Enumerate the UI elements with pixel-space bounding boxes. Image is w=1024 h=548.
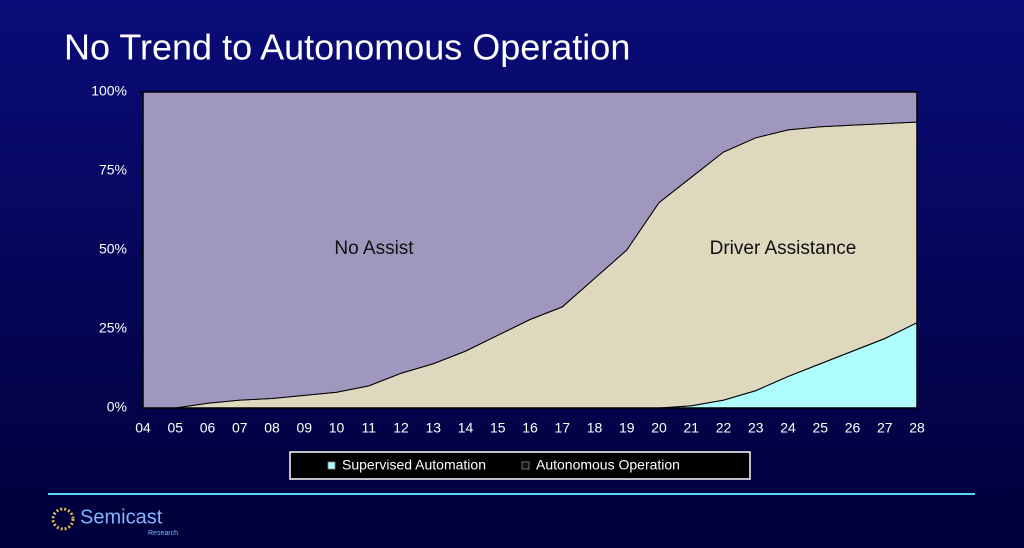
x-tick-label: 15 [490, 420, 506, 436]
logo-icon [51, 507, 75, 531]
x-tick-label: 21 [683, 420, 699, 436]
area-label: Driver Assistance [710, 238, 857, 259]
x-tick-label: 08 [264, 420, 280, 436]
x-tick-label: 28 [909, 420, 925, 436]
logo-name: Semicast [80, 506, 163, 528]
x-tick-label: 27 [877, 420, 893, 436]
legend-label: Autonomous Operation [536, 457, 680, 473]
x-tick-label: 18 [587, 420, 603, 436]
x-tick-label: 05 [167, 420, 183, 436]
x-tick-label: 10 [329, 420, 345, 436]
x-tick-label: 13 [425, 420, 441, 436]
x-tick-label: 11 [361, 420, 376, 436]
x-tick-label: 07 [232, 420, 248, 436]
x-tick-label: 20 [651, 420, 667, 436]
y-tick-label: 25% [99, 320, 127, 336]
logo: Semicast Research [51, 506, 178, 537]
y-tick-label: 50% [99, 241, 127, 257]
legend-marker [521, 461, 530, 470]
x-tick-label: 06 [200, 420, 216, 436]
x-tick-label: 14 [458, 420, 474, 436]
x-tick-label: 25 [812, 420, 828, 436]
x-tick-label: 19 [619, 420, 635, 436]
y-tick-label: 0% [107, 399, 127, 415]
legend-box [289, 451, 751, 480]
y-tick-label: 75% [99, 162, 127, 178]
area-label: No Assist [334, 238, 414, 259]
x-tick-label: 17 [554, 420, 570, 436]
logo-sub: Research [148, 530, 178, 537]
x-tick-label: 09 [296, 420, 312, 436]
x-tick-label: 22 [716, 420, 732, 436]
x-tick-label: 24 [780, 420, 796, 436]
legend-label: Supervised Automation [342, 457, 486, 473]
legend-marker [327, 461, 336, 470]
x-tick-label: 26 [845, 420, 861, 436]
x-tick-label: 23 [748, 420, 764, 436]
x-tick-label: 04 [135, 420, 151, 436]
x-tick-label: 16 [522, 420, 538, 436]
x-tick-label: 12 [393, 420, 409, 436]
chart-title: No Trend to Autonomous Operation [64, 27, 630, 68]
y-tick-label: 100% [91, 83, 127, 99]
